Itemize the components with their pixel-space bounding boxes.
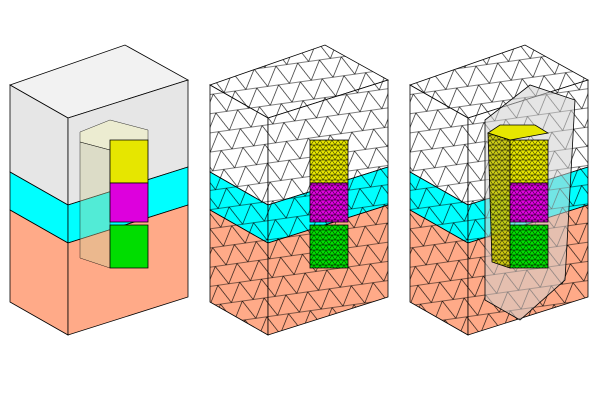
inner-middle-block — [109, 182, 149, 223]
inner-middle-block-mesh — [510, 183, 548, 222]
middle-layer-left-mesh — [410, 172, 468, 243]
inner-top-block — [109, 139, 149, 184]
inner-bottom-block — [109, 224, 149, 269]
panel-geometry — [9, 44, 190, 336]
panel-mesh — [209, 44, 390, 336]
bottom-domain-right-mesh — [268, 205, 388, 335]
top-face-mesh — [210, 45, 388, 118]
top-domain-left-mesh — [410, 85, 468, 205]
inner-top-block-mesh — [510, 140, 548, 183]
middle-layer-left-mesh — [210, 172, 268, 243]
inner-middle-block-mesh — [310, 183, 348, 222]
inner-bottom-block-mesh — [510, 225, 548, 268]
top-domain-left-mesh — [210, 85, 268, 205]
inner-top-block-mesh — [310, 140, 348, 183]
inner-bottom-block-mesh — [310, 225, 348, 268]
bottom-domain-left-mesh — [210, 210, 268, 335]
top-face-mesh — [410, 45, 588, 118]
bottom-domain-left-mesh — [410, 210, 468, 335]
panel-mesh-cut — [409, 44, 590, 336]
inner-block-side-ghost — [79, 141, 111, 269]
inner-block-side-mesh — [488, 133, 510, 268]
